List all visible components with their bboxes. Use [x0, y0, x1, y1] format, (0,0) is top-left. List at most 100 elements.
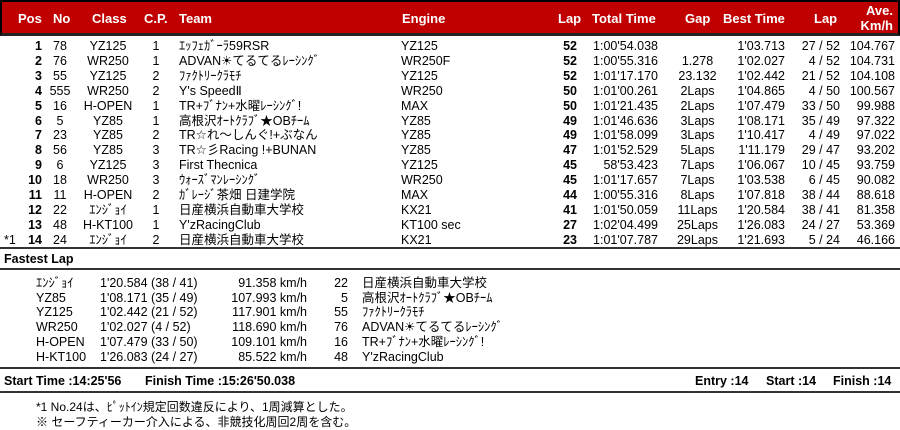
pos: 7	[35, 128, 42, 143]
gap: 3Laps	[680, 128, 715, 143]
fl-time: 1'02.442 (21 / 52)	[100, 305, 198, 320]
class: YZ125	[89, 68, 127, 83]
engine: WR250	[401, 83, 443, 98]
cp: 2	[152, 232, 160, 247]
pos: 2	[35, 53, 42, 68]
cp: 1	[152, 113, 160, 128]
gap: 11Laps	[677, 202, 718, 217]
best-time: 1'02.027	[737, 53, 785, 68]
best-lap: 35 / 49	[801, 113, 840, 128]
note-2: ※ セーフティーカー介入による、非競技化周回2周を含む。	[36, 415, 357, 429]
no: 23	[53, 128, 67, 143]
engine: YZ85	[401, 113, 431, 128]
fl-class: ｴﾝｼﾞｮｲ	[36, 276, 74, 290]
cp: 1	[152, 217, 160, 232]
fastest-lap-row: H-OPEN 1'07.479 (33 / 50) 109.101 km/h 16 TR…	[0, 335, 900, 350]
lap: 44	[563, 188, 577, 202]
fl-time: 1'26.083 (24 / 27)	[100, 349, 198, 364]
team: Y's SpeedⅡ	[179, 83, 242, 98]
table-row: 11 11 H-OPEN 2 ｶﾞﾚｰｼﾞ茶畑 日建学院 MAX 44 1:00'55.316…	[0, 188, 900, 203]
engine: YZ125	[401, 158, 438, 173]
total-time: 1:01'07.787	[593, 232, 658, 247]
header-engine: Engine	[402, 11, 446, 26]
pos: 5	[35, 98, 42, 113]
engine: KX21	[401, 202, 432, 217]
engine: YZ125	[401, 68, 438, 83]
table-row: 4 555 WR250 2 Y's SpeedⅡ WR250 50 1:01'00.261 2L…	[0, 84, 900, 99]
team: 高根沢ｵｰﾄｸﾗﾌﾞ★OBﾁｰﾑ	[179, 113, 310, 128]
fl-speed: 117.901 km/h	[232, 305, 307, 320]
header-ave-line2: Km/h	[860, 18, 894, 33]
ave-speed: 99.988	[856, 98, 895, 113]
class: WR250	[87, 83, 129, 98]
best-time: 1'20.584	[737, 202, 785, 217]
gap: 8Laps	[680, 188, 715, 202]
total-time: 1:02'04.499	[593, 217, 658, 232]
fl-class: YZ125	[36, 305, 73, 320]
start-count: Start :14	[766, 374, 817, 388]
gap: 1.278	[681, 53, 714, 68]
table-row: 2 76 WR250 1 ADVAN☀てるてるﾚｰｼﾝｸﾞ WR250F 52 1:00'55…	[0, 54, 900, 69]
header-lap: Lap	[558, 11, 582, 26]
gap: 3Laps	[680, 113, 715, 128]
fl-team: 高根沢ｵｰﾄｸﾗﾌﾞ★OBﾁｰﾑ	[362, 290, 493, 305]
fl-team: ﾌｧｸﾄﾘｰｸﾗﾓﾁ	[362, 305, 425, 320]
fl-time: 1'20.584 (38 / 41)	[100, 276, 198, 290]
lap: 49	[563, 128, 577, 143]
best-time: 1'21.693	[737, 232, 785, 247]
gap: 29Laps	[676, 232, 718, 247]
best-lap: 27 / 52	[801, 39, 840, 53]
engine: WR250	[401, 173, 443, 188]
no: 24	[53, 232, 67, 247]
team: ﾌｧｸﾄﾘｰｸﾗﾓﾁ	[179, 68, 242, 83]
ave-speed: 93.759	[856, 158, 895, 173]
results-table-header: Pos No Class C.P. Team Engine Lap Total …	[0, 0, 900, 36]
team: ｴｯﾌｪｶﾞｰﾗ59RSR	[179, 39, 270, 53]
no: 55	[53, 68, 67, 83]
cp: 1	[152, 98, 160, 113]
table-row: 9 6 YZ125 3 First Thecnica YZ125 45 58'53.423 7L…	[0, 158, 900, 173]
cp: 3	[152, 143, 160, 158]
table-row: 8 56 YZ85 3 TR☆彡Racing !+BUNAN YZ85 47 1:01'52.…	[0, 143, 900, 158]
total-time: 1:01'17.170	[593, 68, 658, 83]
gap: 7Laps	[680, 173, 715, 188]
table-row: *1 14 24 ｴﾝｼﾞｮｲ 2 日産横浜自動車大学校 KX21 23 1:01'07.787…	[0, 233, 900, 248]
ave-speed: 88.618	[856, 188, 895, 202]
ave-speed: 53.369	[856, 217, 895, 232]
class: ｴﾝｼﾞｮｲ	[89, 232, 127, 247]
ave-speed: 100.567	[849, 83, 895, 98]
fl-speed: 118.690 km/h	[232, 320, 307, 335]
entry-count: Entry :14	[695, 374, 749, 388]
no: 78	[53, 39, 67, 53]
ave-speed: 97.322	[856, 113, 895, 128]
best-time: 1'08.171	[737, 113, 785, 128]
best-time: 1'07.479	[737, 98, 785, 113]
lap: 41	[563, 202, 577, 217]
team: 日産横浜自動車大学校	[179, 202, 305, 217]
lap: 49	[563, 113, 577, 128]
table-row: 12 22 ｴﾝｼﾞｮｲ 1 日産横浜自動車大学校 KX21 41 1:01'50.059 11…	[0, 203, 900, 218]
ave-speed: 104.731	[849, 53, 895, 68]
engine: YZ125	[401, 39, 438, 53]
engine: KT100 sec	[401, 217, 461, 232]
lap: 50	[563, 98, 577, 113]
fl-no: 16	[334, 334, 348, 349]
gap: 23.132	[678, 68, 717, 83]
no: 56	[53, 143, 67, 158]
ave-speed: 46.166	[856, 232, 895, 247]
ave-speed: 104.767	[849, 39, 895, 53]
fl-speed: 85.522 km/h	[238, 349, 307, 364]
total-time: 1:01'58.099	[593, 128, 658, 143]
lap: 52	[563, 53, 577, 68]
table-row: 6 5 YZ85 1 高根沢ｵｰﾄｸﾗﾌﾞ★OBﾁｰﾑ YZ85 49 1:01'46.636…	[0, 114, 900, 129]
pos: 10	[28, 173, 42, 188]
summary-band: Start Time :14:25'56 Finish Time :15:26'…	[0, 374, 900, 389]
divider	[0, 367, 900, 369]
best-time: 1'07.818	[737, 188, 785, 202]
pos: 14	[28, 232, 42, 247]
no: 16	[53, 98, 67, 113]
no: 555	[49, 83, 71, 98]
team: ｳｫｰｽﾞﾏﾝﾚｰｼﾝｸﾞ	[179, 173, 261, 188]
best-time: 1'03.713	[737, 39, 785, 53]
best-time: 1'03.538	[737, 173, 785, 188]
